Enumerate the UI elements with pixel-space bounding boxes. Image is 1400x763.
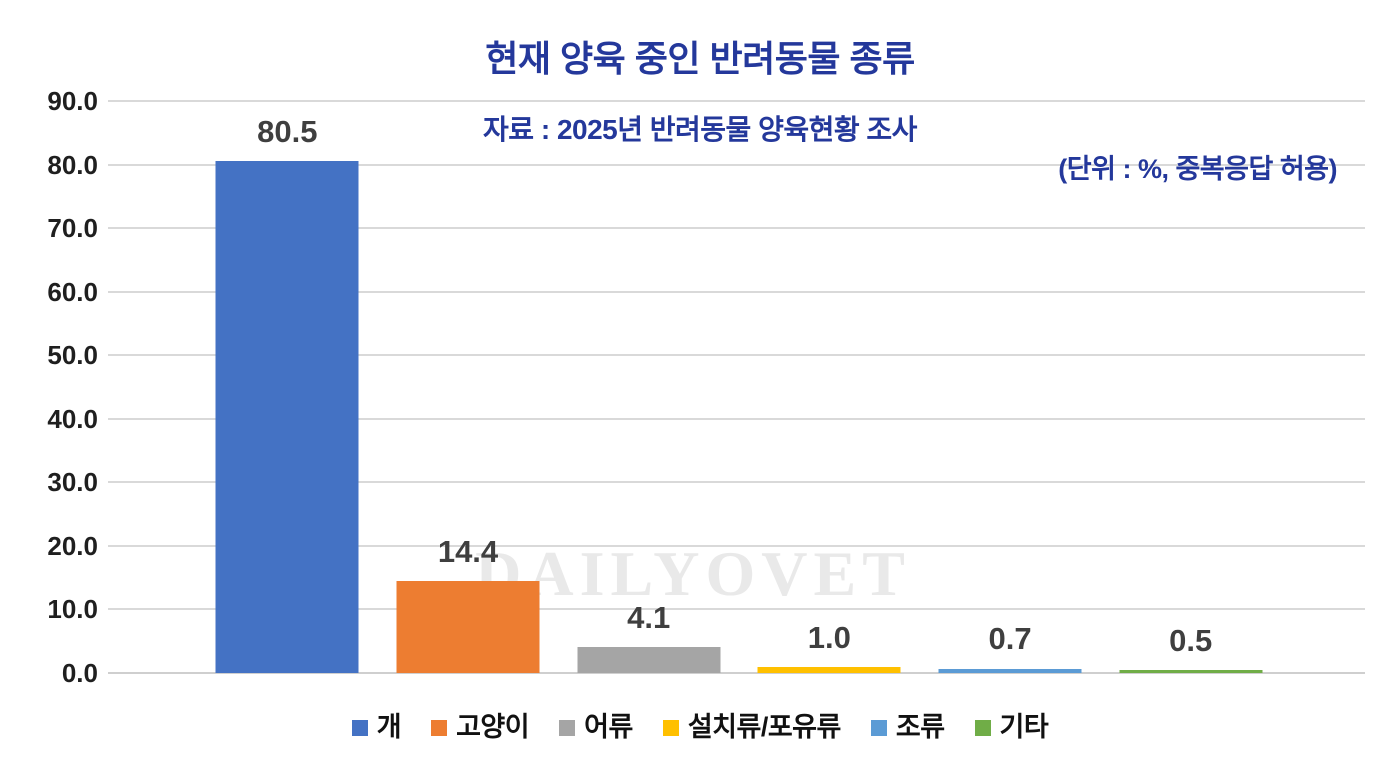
bar-조류	[938, 668, 1082, 673]
bar-series: 80.5 14.4 4.1 1.0 0.7 0.5	[197, 101, 1281, 673]
y-tick-label-80.0: 80.0	[47, 149, 98, 180]
y-tick-label-50.0: 50.0	[47, 340, 98, 371]
bar-value-label-고양이: 14.4	[437, 534, 499, 570]
legend-item-고양이: 고양이	[431, 712, 530, 742]
chart-subtitle: 자료 : 2025년 반려동물 양육현황 조사	[483, 114, 917, 145]
y-tick-label-70.0: 70.0	[47, 213, 98, 244]
gridline-90.0	[108, 100, 1365, 102]
y-tick-label-60.0: 60.0	[47, 276, 98, 307]
legend-item-개: 개	[351, 712, 402, 742]
gridline-60.0	[108, 290, 1365, 293]
gridline-80.0	[108, 163, 1365, 166]
legend-item-기타: 기타	[974, 712, 1049, 742]
bar-cell-고양이: 14.4	[378, 101, 559, 673]
bar-cell-설치류/포유류: 1.0	[739, 101, 920, 673]
bar-cell-어류: 4.1	[558, 101, 739, 673]
watermark: DAILYOVET	[475, 538, 911, 609]
legend-item-어류: 어류	[559, 714, 633, 741]
bar-value-label-개: 80.5	[257, 114, 318, 150]
legend-swatch-icon	[351, 719, 368, 736]
bar-value-label-기타: 0.5	[1169, 622, 1213, 658]
bar-value-label-조류: 0.7	[988, 621, 1032, 657]
legend-label: 고양이	[456, 712, 530, 742]
legend-label: 어류	[584, 712, 633, 742]
y-tick-label-40.0: 40.0	[47, 403, 98, 434]
gridline-30.0	[108, 481, 1365, 484]
bar-value-label-어류: 4.1	[627, 599, 671, 635]
gridline-10.0	[108, 608, 1365, 611]
legend-swatch-icon	[431, 719, 448, 736]
legend-swatch-icon	[870, 719, 887, 736]
plot-area: DAILYOVET 80.5 14.4 4.1 1.0 0.7 0.5	[108, 100, 1365, 674]
bar-기타	[1119, 669, 1263, 673]
legend-label: 개	[376, 712, 402, 742]
bar-개	[215, 161, 359, 673]
legend-item-설치류/포유류: 설치류/포유류	[662, 712, 842, 742]
bar-설치류/포유류	[757, 666, 901, 673]
y-tick-label-0.0: 0.0	[61, 658, 98, 688]
bar-cell-조류: 0.7	[920, 101, 1101, 673]
y-tick-label-90.0: 90.0	[47, 86, 98, 116]
bar-고양이	[396, 581, 540, 673]
bar-cell-개: 80.5	[197, 101, 378, 673]
legend-swatch-icon	[559, 719, 576, 736]
y-tick-label-10.0: 10.0	[47, 594, 98, 625]
bar-cell-기타: 0.5	[1100, 101, 1281, 673]
legend-label: 기타	[999, 712, 1049, 742]
y-axis: 0.0 10.0 20.0 30.0 40.0 50.0 60.0 70.0 80.0 90.0	[0, 88, 98, 686]
gridline-40.0	[108, 417, 1365, 420]
gridline-0.0	[108, 672, 1365, 674]
legend-swatch-icon	[974, 719, 991, 736]
legend-swatch-icon	[662, 719, 679, 736]
bar-어류	[577, 646, 721, 673]
y-tick-label-20.0: 20.0	[47, 530, 98, 561]
unit-note: (단위 : %, 중복응답 허용)	[1058, 154, 1337, 184]
gridline-20.0	[108, 544, 1365, 547]
y-tick-label-30.0: 30.0	[47, 467, 98, 498]
legend-item-조류: 조류	[870, 712, 945, 742]
legend-label: 조류	[895, 712, 945, 742]
gridline-50.0	[108, 354, 1365, 357]
chart-title: 현재 양육 중인 반려동물 종류	[485, 38, 915, 79]
legend: 개 고양이 어류 설치류/포유류 조류 기타	[0, 714, 1400, 741]
legend-label: 설치류/포유류	[687, 712, 842, 742]
gridline-70.0	[108, 227, 1365, 230]
bar-value-label-설치류/포유류: 1.0	[807, 619, 851, 655]
